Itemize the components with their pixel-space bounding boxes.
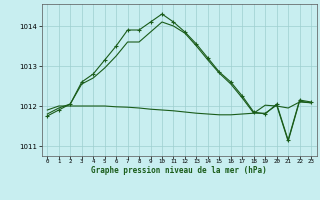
X-axis label: Graphe pression niveau de la mer (hPa): Graphe pression niveau de la mer (hPa) bbox=[91, 166, 267, 175]
